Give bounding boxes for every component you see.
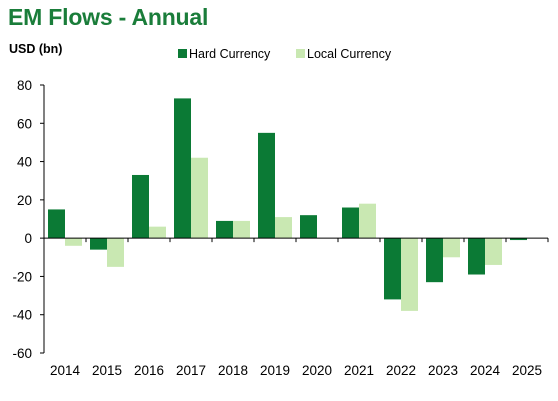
y-tick-label: -60 [12,346,32,361]
x-tick-label: 2017 [176,363,206,378]
bar-hard-currency-2022 [384,238,401,300]
y-axis-unit-label: USD (bn) [9,42,63,56]
bar-hard-currency-2018 [216,220,233,239]
bar-hard-currency-2014 [48,209,65,239]
bar-hard-currency-2019 [258,132,275,239]
y-tick-label: -40 [12,308,32,323]
x-tick-label: 2023 [428,363,458,378]
bar-hard-currency-2021 [342,207,359,239]
bar-local-currency-2017 [191,157,208,239]
x-tick-label: 2022 [386,363,416,378]
legend-label: Local Currency [307,47,392,61]
bar-hard-currency-2016 [132,174,149,239]
bar-local-currency-2024 [485,238,502,265]
bar-local-currency-2016 [149,226,166,239]
bar-local-currency-2019 [275,217,292,239]
y-tick-label: 0 [24,231,32,246]
bar-local-currency-2021 [359,203,376,239]
x-tick-label: 2019 [260,363,290,378]
legend-label: Hard Currency [189,47,271,61]
legend-swatch-local-currency [296,49,305,58]
bar-local-currency-2022 [401,238,418,311]
x-tick-label: 2020 [302,363,332,378]
x-tick-label: 2024 [470,363,501,378]
bar-hard-currency-2023 [426,238,443,283]
y-tick-label: 20 [17,193,32,208]
y-tick-label: 60 [17,116,32,131]
x-tick-label: 2018 [218,363,248,378]
bar-hard-currency-2017 [174,98,191,239]
chart-title: EM Flows - Annual [8,4,209,30]
x-tick-label: 2016 [134,363,164,378]
x-tick-label: 2025 [512,363,542,378]
x-tick-label: 2015 [92,363,122,378]
y-tick-label: 80 [17,78,32,93]
bar-hard-currency-2020 [300,215,317,239]
bar-local-currency-2015 [107,238,124,267]
y-tick-label: -20 [12,269,32,284]
y-tick-label: 40 [17,155,32,170]
bar-local-currency-2014 [65,238,82,246]
bar-hard-currency-2024 [468,238,485,275]
bar-local-currency-2023 [443,238,460,258]
bar-local-currency-2018 [233,220,250,239]
x-tick-label: 2014 [50,363,81,378]
bar-hard-currency-2025 [510,238,527,241]
bar-hard-currency-2015 [90,238,107,250]
legend-swatch-hard-currency [178,49,187,58]
x-tick-label: 2021 [344,363,374,378]
